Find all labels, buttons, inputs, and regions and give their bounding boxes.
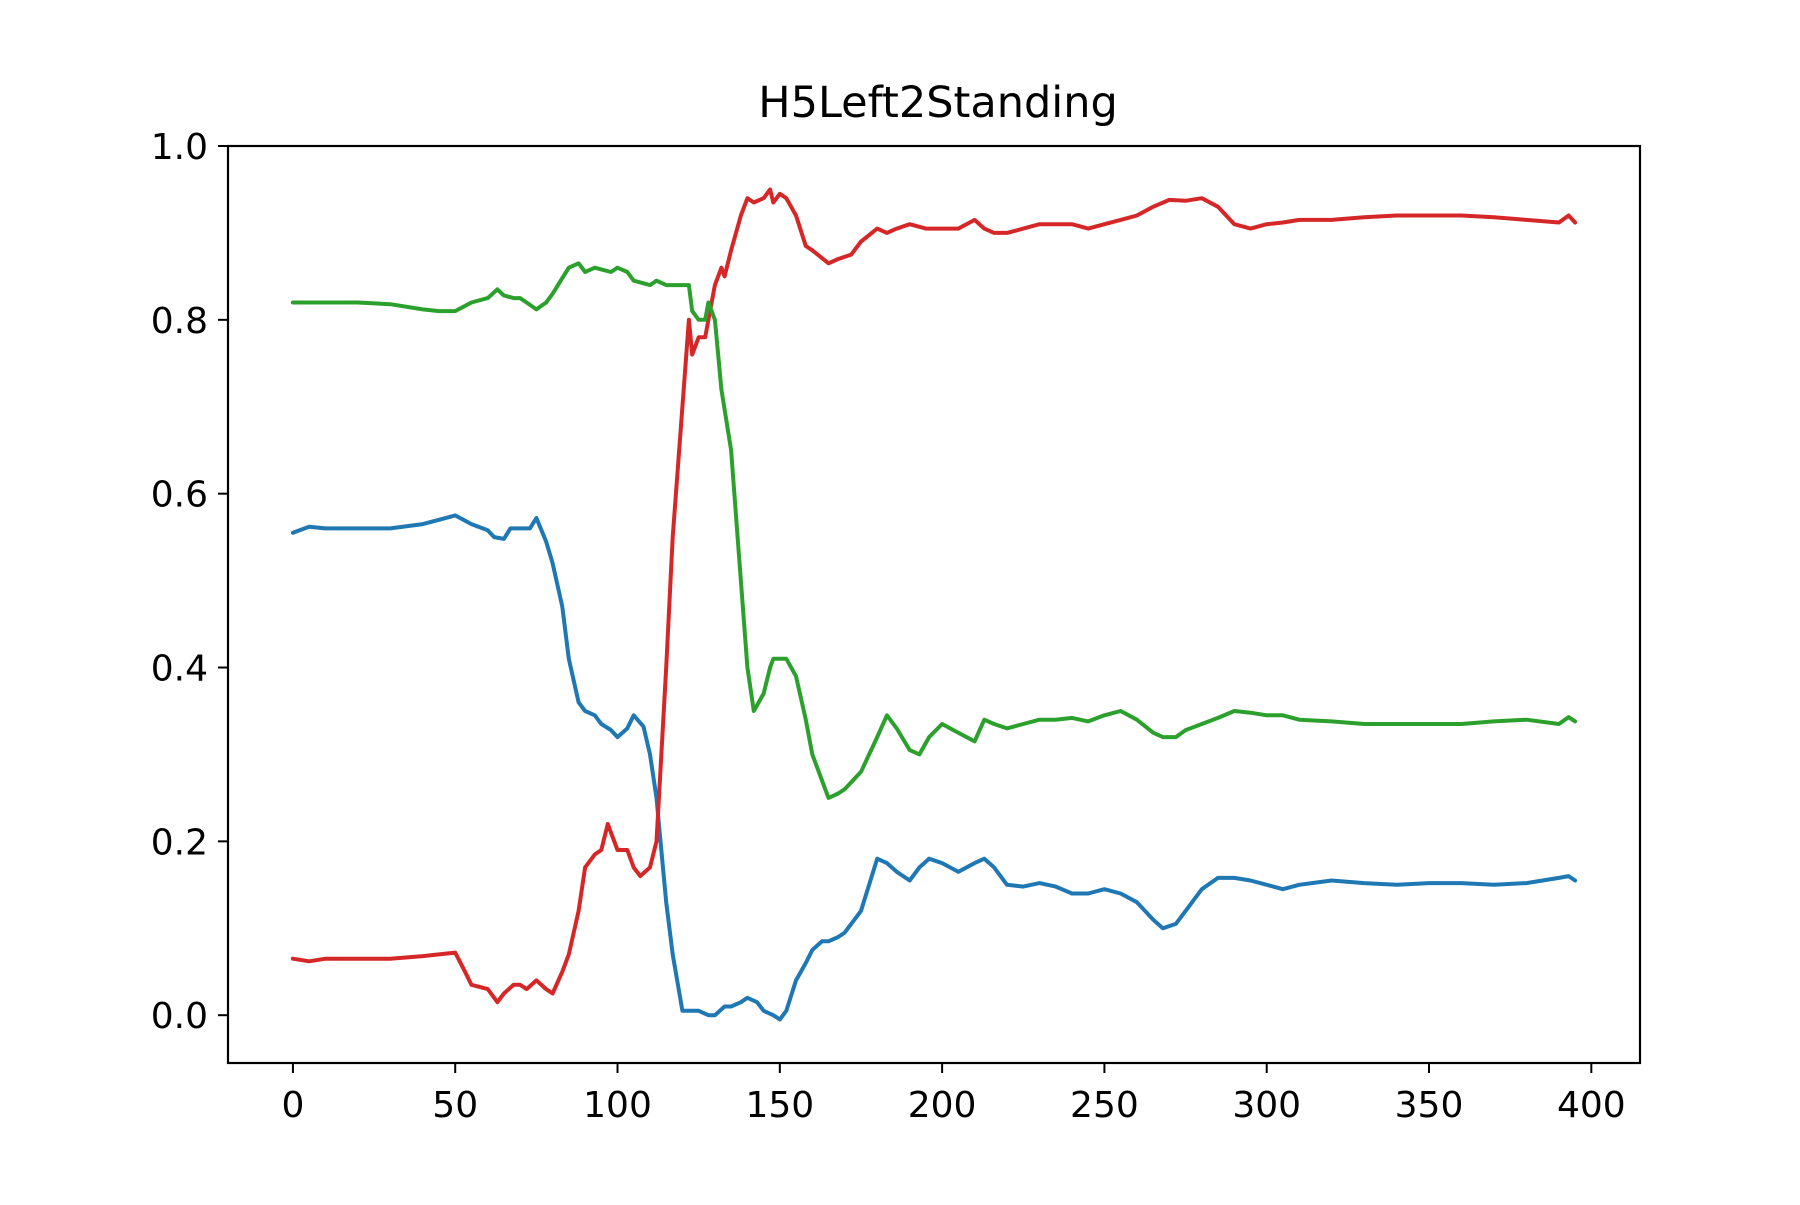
series-line-0	[290, 513, 1578, 1022]
series-line-1	[290, 187, 1578, 1005]
series-layer	[290, 187, 1578, 1022]
y-tick-label: 0.2	[151, 822, 208, 863]
x-tick-label: 50	[432, 1085, 478, 1126]
chart-title: H5Left2Standing	[758, 78, 1118, 128]
x-tick-label: 200	[908, 1085, 977, 1126]
y-tick-label: 0.8	[151, 301, 208, 342]
x-tick-label: 0	[281, 1085, 304, 1126]
x-tick-label: 400	[1557, 1085, 1626, 1126]
y-tick-label: 0.0	[151, 996, 208, 1037]
plot-area-frame	[226, 144, 1642, 1065]
x-tick-label: 100	[583, 1085, 652, 1126]
y-tick-label: 0.4	[151, 649, 208, 690]
x-tick-label: 350	[1395, 1085, 1464, 1126]
x-tick-label: 250	[1070, 1085, 1139, 1126]
y-tick-label: 0.6	[151, 475, 208, 516]
x-axis-ticks: 0 50 100 150 200 250 300 350 400	[281, 1063, 1626, 1126]
y-axis-ticks: 0.0 0.2 0.4 0.6 0.8 1.0	[151, 127, 228, 1037]
y-tick-label: 1.0	[151, 127, 208, 168]
x-tick-label: 150	[745, 1085, 814, 1126]
x-tick-label: 300	[1232, 1085, 1301, 1126]
series-line-2	[290, 261, 1578, 800]
